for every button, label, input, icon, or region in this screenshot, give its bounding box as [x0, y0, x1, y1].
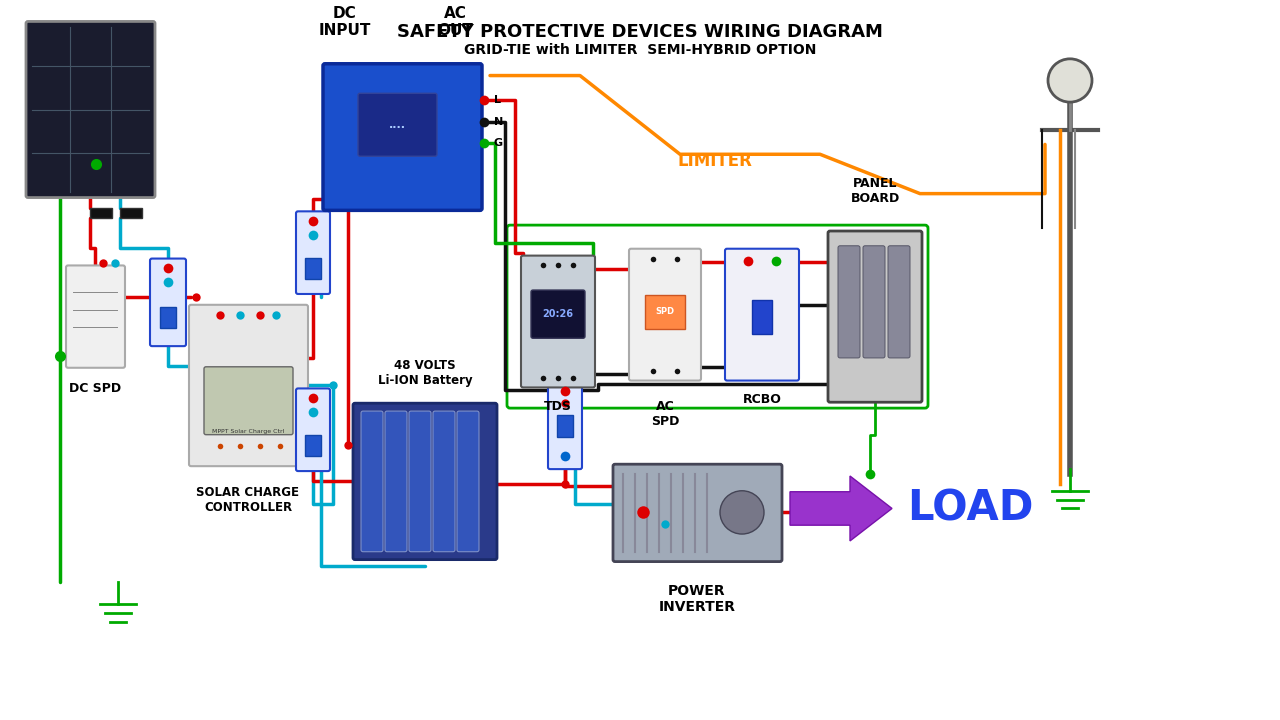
- FancyBboxPatch shape: [353, 403, 497, 559]
- FancyBboxPatch shape: [26, 22, 155, 197]
- Text: TDS: TDS: [544, 400, 572, 413]
- Text: RCBO: RCBO: [742, 393, 781, 406]
- Circle shape: [719, 491, 764, 534]
- FancyBboxPatch shape: [838, 246, 860, 358]
- Text: SAFETY PROTECTIVE DEVICES WIRING DIAGRAM: SAFETY PROTECTIVE DEVICES WIRING DIAGRAM: [397, 24, 883, 42]
- Text: SOLAR CHARGE
CONTROLLER: SOLAR CHARGE CONTROLLER: [197, 486, 300, 514]
- FancyBboxPatch shape: [613, 464, 782, 562]
- Text: 48 VOLTS
Li-ION Battery: 48 VOLTS Li-ION Battery: [378, 359, 472, 387]
- Text: L: L: [494, 95, 500, 105]
- FancyBboxPatch shape: [358, 94, 436, 156]
- FancyBboxPatch shape: [828, 231, 922, 402]
- Text: GRID-TIE with LIMITER  SEMI-HYBRID OPTION: GRID-TIE with LIMITER SEMI-HYBRID OPTION: [463, 43, 817, 57]
- FancyBboxPatch shape: [67, 266, 125, 368]
- FancyBboxPatch shape: [150, 258, 186, 346]
- Bar: [305, 435, 321, 456]
- FancyBboxPatch shape: [296, 212, 330, 294]
- FancyBboxPatch shape: [863, 246, 884, 358]
- Text: PANEL
BOARD: PANEL BOARD: [850, 177, 900, 205]
- Circle shape: [1048, 59, 1092, 102]
- FancyBboxPatch shape: [724, 248, 799, 381]
- FancyBboxPatch shape: [548, 382, 582, 469]
- Bar: [557, 415, 573, 436]
- FancyBboxPatch shape: [521, 256, 595, 387]
- FancyBboxPatch shape: [296, 388, 330, 471]
- FancyBboxPatch shape: [457, 411, 479, 552]
- Text: N: N: [494, 117, 503, 127]
- FancyBboxPatch shape: [323, 64, 483, 210]
- FancyBboxPatch shape: [888, 246, 910, 358]
- FancyBboxPatch shape: [628, 248, 701, 381]
- Text: LIMITER: LIMITER: [677, 152, 753, 170]
- Text: SPD: SPD: [655, 307, 675, 316]
- Bar: [90, 208, 113, 218]
- Text: 20:26: 20:26: [543, 309, 573, 319]
- FancyBboxPatch shape: [189, 305, 308, 466]
- Polygon shape: [790, 476, 892, 541]
- Text: DC
INPUT: DC INPUT: [319, 6, 371, 38]
- Text: DC SPD: DC SPD: [69, 382, 122, 395]
- Bar: [305, 258, 321, 279]
- FancyBboxPatch shape: [531, 290, 585, 338]
- FancyBboxPatch shape: [361, 411, 383, 552]
- Text: AC
OUT: AC OUT: [436, 6, 472, 38]
- Text: POWER
INVERTER: POWER INVERTER: [658, 584, 736, 614]
- FancyBboxPatch shape: [204, 366, 293, 435]
- Bar: [120, 208, 142, 218]
- Text: LOAD: LOAD: [906, 487, 1033, 529]
- FancyBboxPatch shape: [433, 411, 454, 552]
- Text: AC
SPD: AC SPD: [650, 400, 680, 428]
- Bar: [753, 300, 772, 334]
- Text: ....: ....: [389, 120, 406, 130]
- FancyBboxPatch shape: [385, 411, 407, 552]
- Text: MPPT Solar Charge Ctrl: MPPT Solar Charge Ctrl: [211, 429, 284, 434]
- FancyBboxPatch shape: [410, 411, 431, 552]
- Bar: [160, 307, 177, 328]
- Bar: [645, 295, 685, 330]
- Text: G: G: [494, 138, 503, 148]
